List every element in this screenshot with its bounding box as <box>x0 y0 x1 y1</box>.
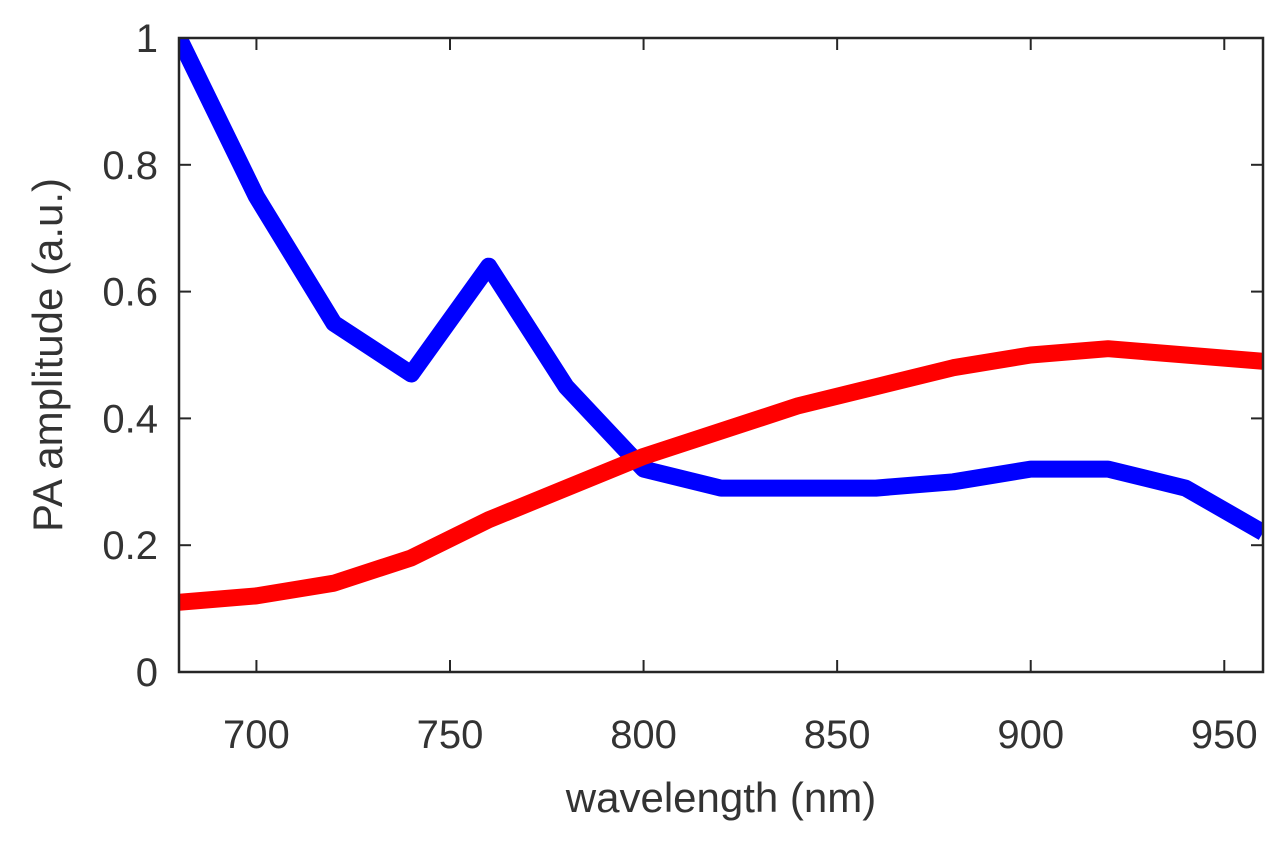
x-tick-label: 850 <box>804 713 871 757</box>
x-tick-label: 800 <box>610 713 677 757</box>
y-tick-label: 0 <box>136 651 158 695</box>
x-tick-label: 750 <box>417 713 484 757</box>
red-series-line <box>179 340 1263 611</box>
tick-layer: 700 750 800 850 900 950 0 0.2 0.4 0.6 0.8 1 <box>102 17 1263 757</box>
x-tick-label: 700 <box>223 713 290 757</box>
y-axis-label: PA amplitude (a.u.) <box>24 178 71 532</box>
x-tick-label: 900 <box>997 713 1064 757</box>
x-tick-label: 950 <box>1191 713 1258 757</box>
y-tick-label: 0.6 <box>102 271 158 315</box>
y-tick-label: 1 <box>136 17 158 61</box>
y-tick-label: 0.4 <box>102 397 158 441</box>
blue-series-line <box>179 38 1263 540</box>
x-axis-label: wavelength (nm) <box>565 774 876 821</box>
y-tick-label: 0.8 <box>102 144 158 188</box>
plot-frame <box>177 36 1265 674</box>
series-layer <box>179 38 1263 611</box>
y-tick-label: 0.2 <box>102 524 158 568</box>
